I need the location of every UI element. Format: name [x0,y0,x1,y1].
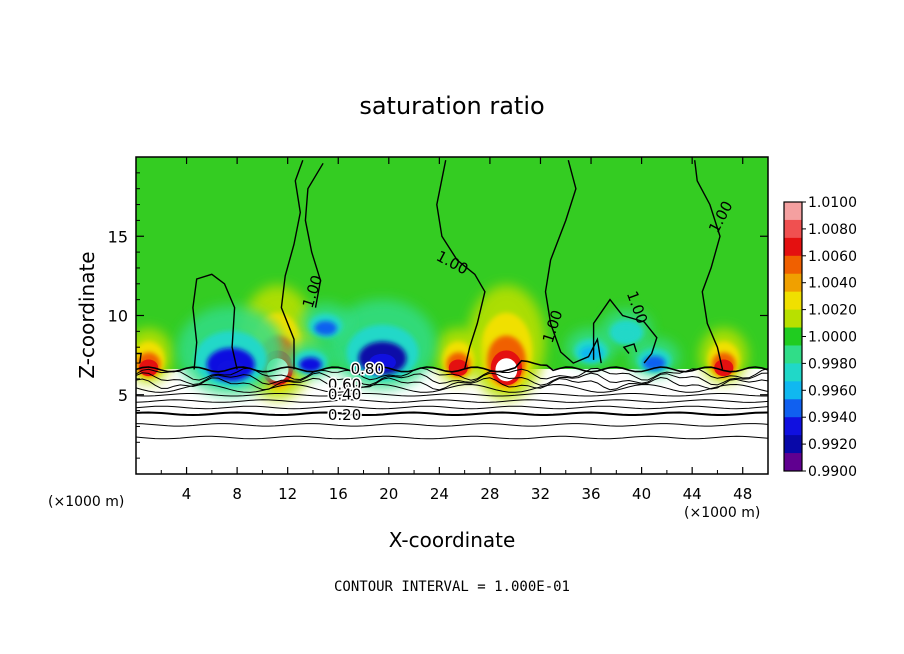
contour-1-00-3 [436,160,486,370]
colorbar-swatch-0 [784,202,802,221]
colorbar-swatch-10 [784,381,802,400]
base-contour-8 [136,423,768,427]
colorbar-swatch-5 [784,291,802,311]
contour-label-8: 0.20 [328,406,361,424]
colorbar-label-2: 1.0060 [808,249,857,265]
contour-1-00-8 [136,352,142,364]
base-contour-5 [136,399,768,403]
x-tick-label-4: 20 [379,485,398,503]
x-tick-label-1: 8 [232,485,242,503]
dry-pocket-8 [285,339,336,378]
y-tick-label-1: 10 [108,307,128,326]
colorbar-label-7: 0.9960 [808,383,857,399]
contour-interval: CONTOUR INTERVAL = 1.000E-01 [334,579,570,595]
x-tick-label-2: 12 [278,485,297,503]
colorbar-swatch-4 [784,273,802,293]
base-contour-3 [136,383,768,393]
colorbar-label-10: 0.9900 [808,464,857,480]
moist-plume-2 [136,328,173,384]
x-tick-label-11: 48 [733,485,752,503]
colorbar-swatch-7 [784,327,802,346]
x-tick-label-5: 24 [430,485,449,503]
x-unit-left: (×1000 m) [48,494,124,510]
colorbar-swatch-2 [784,237,802,257]
y-axis: 5 10 15 [108,172,768,459]
x-tick-label-3: 16 [329,485,348,503]
colorbar-swatch-3 [784,255,802,275]
contour-1-00-4 [544,160,602,364]
y-tick-label-0: 5 [118,386,128,405]
contour-label-5: 0.80 [351,360,384,378]
dry-pocket-5 [328,299,437,390]
contour-1-00-1 [192,273,238,370]
colorbar-swatch-8 [784,345,802,364]
x-tick-label-8: 36 [581,485,600,503]
colorbar-swatch-1 [784,219,802,239]
contour-labels: 1.001.001.001.001.000.800.600.400.20 [299,198,737,425]
dry-pocket-11 [601,309,652,348]
colorbar-label-1: 1.0080 [808,222,857,238]
colorbar-swatch-6 [784,309,802,329]
x-axis: 4 8 12 16 20 24 28 32 36 40 44 48 [160,157,752,503]
base-contour-1 [136,372,768,386]
colorbar-label-3: 1.0040 [808,276,857,292]
contour-1-00-2 [304,162,324,308]
base-contour-0 [136,367,768,381]
contour-label-7: 0.40 [328,385,361,403]
base-contour-4 [136,393,768,397]
chart-title: saturation ratio [359,92,544,120]
contour-1-00-6 [694,160,724,370]
x-tick-label-6: 28 [480,485,499,503]
colorbar-label-9: 0.9920 [808,437,857,453]
contour-lines [136,159,768,440]
dry-pocket-7 [300,302,351,342]
base-contour-2 [136,376,768,391]
dry-pocket-6 [176,305,285,396]
x-unit-right: (×1000 m) [684,505,760,521]
layer-top-contour [136,359,768,373]
contour-1-00-5 [592,298,658,364]
moist-plume-4 [699,328,748,384]
colorbar-label-5: 1.0000 [808,330,857,346]
base-contour-6 [136,405,768,410]
colorbar-label-4: 1.0020 [808,303,857,319]
colorbar-swatch-9 [784,363,802,382]
x-tick-label-9: 40 [632,485,651,503]
colorbar-swatch-13 [784,435,802,454]
contour-1-00-7 [622,343,638,354]
colorbar-swatch-12 [784,417,802,436]
y-axis-label: Z-coordinate [75,251,99,378]
colorbar-swatch-14 [784,453,802,472]
colorbar-label-0: 1.0100 [808,195,857,211]
base-contour-9 [136,435,768,440]
base-contour-7 [136,411,768,417]
colorbar-label-8: 0.9940 [808,410,857,426]
contour-1-00-0 [280,159,304,370]
x-axis-label: X-coordinate [389,528,516,552]
colorbar: 1.0100 1.0080 1.0060 1.0040 1.0020 1.0000 0.99… [783,195,857,480]
field-features [136,285,748,401]
colorbar-label-6: 0.9980 [808,356,857,372]
moist-plume-3 [434,328,483,384]
x-tick-label-10: 44 [683,485,702,503]
x-tick-label-7: 32 [531,485,550,503]
contour-label-6: 0.60 [328,376,361,394]
x-tick-label-0: 4 [182,485,192,503]
colorbar-swatch-11 [784,399,802,418]
moist-plume-1 [467,285,546,401]
y-tick-label-2: 15 [108,227,128,246]
